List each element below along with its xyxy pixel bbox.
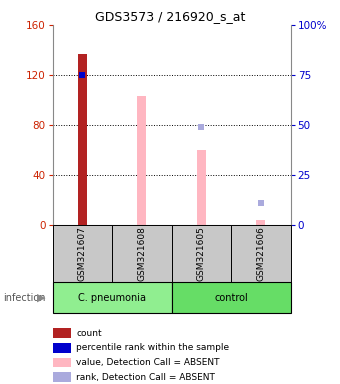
- Bar: [172, 282, 291, 313]
- Text: C. pneumonia: C. pneumonia: [78, 293, 146, 303]
- Text: ▶: ▶: [37, 293, 46, 303]
- Text: GSM321605: GSM321605: [197, 226, 206, 281]
- Text: infection: infection: [3, 293, 46, 303]
- Bar: [197, 150, 206, 225]
- Text: percentile rank within the sample: percentile rank within the sample: [76, 343, 230, 353]
- Bar: [112, 225, 172, 282]
- Bar: [256, 220, 266, 225]
- Text: GDS3573 / 216920_s_at: GDS3573 / 216920_s_at: [95, 10, 245, 23]
- Bar: [231, 225, 291, 282]
- Text: control: control: [214, 293, 248, 303]
- Bar: [78, 54, 87, 225]
- Bar: [172, 225, 231, 282]
- Text: GSM321608: GSM321608: [137, 226, 147, 281]
- Text: rank, Detection Call = ABSENT: rank, Detection Call = ABSENT: [76, 372, 215, 382]
- Bar: [137, 96, 147, 225]
- Text: value, Detection Call = ABSENT: value, Detection Call = ABSENT: [76, 358, 220, 367]
- Bar: [53, 282, 172, 313]
- Bar: [53, 225, 112, 282]
- Text: count: count: [76, 329, 102, 338]
- Text: GSM321607: GSM321607: [78, 226, 87, 281]
- Text: GSM321606: GSM321606: [256, 226, 266, 281]
